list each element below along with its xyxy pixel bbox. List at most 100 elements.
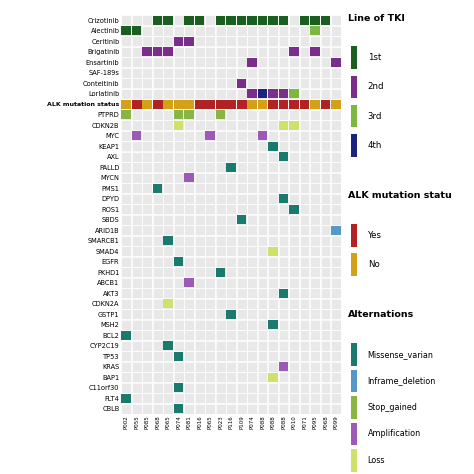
Bar	[268, 393, 278, 403]
Bar	[226, 110, 236, 120]
Text: Alternations: Alternations	[348, 310, 415, 319]
Bar	[290, 47, 299, 56]
Bar	[184, 173, 194, 182]
Bar	[310, 173, 320, 182]
Bar	[290, 205, 299, 214]
Bar	[310, 225, 320, 235]
Bar	[279, 15, 289, 25]
Bar	[121, 257, 131, 267]
Bar	[268, 383, 278, 392]
Bar	[142, 204, 152, 214]
Bar	[279, 100, 289, 109]
Bar	[132, 372, 142, 382]
Bar	[300, 141, 310, 151]
Bar	[132, 257, 142, 267]
Bar	[121, 393, 131, 403]
Bar	[216, 204, 226, 214]
Bar	[310, 89, 320, 99]
Bar	[164, 299, 173, 308]
Bar	[205, 215, 215, 225]
Bar	[173, 330, 183, 340]
Bar	[247, 78, 257, 88]
Bar	[153, 120, 163, 130]
Bar	[237, 309, 246, 319]
Bar	[247, 89, 257, 99]
Bar	[121, 131, 131, 141]
Bar	[132, 267, 142, 277]
Bar	[247, 299, 257, 309]
Bar	[132, 309, 142, 319]
Bar	[289, 236, 299, 246]
Bar	[300, 267, 310, 277]
Bar	[331, 299, 341, 309]
Bar	[331, 194, 341, 204]
Bar	[142, 246, 152, 256]
Bar	[279, 278, 289, 288]
Bar	[310, 26, 320, 36]
Bar	[121, 89, 131, 99]
Bar	[279, 215, 289, 225]
Bar	[237, 68, 246, 78]
Bar	[226, 141, 236, 151]
Bar	[258, 89, 267, 99]
Bar	[205, 26, 215, 36]
Bar	[268, 341, 278, 351]
Bar	[258, 26, 267, 36]
Bar	[320, 215, 330, 225]
Bar	[247, 246, 257, 256]
Bar	[121, 362, 131, 372]
Bar	[279, 141, 289, 151]
Bar	[258, 288, 267, 298]
Bar	[300, 131, 310, 141]
Bar	[195, 320, 204, 329]
Bar	[121, 120, 131, 130]
Bar	[289, 341, 299, 351]
Bar	[320, 47, 330, 57]
Bar	[121, 204, 131, 214]
Bar	[184, 57, 194, 67]
Bar	[121, 78, 131, 88]
Bar	[153, 194, 163, 204]
Bar	[351, 254, 357, 276]
Bar	[289, 120, 299, 130]
Bar	[268, 78, 278, 88]
Bar	[195, 288, 204, 298]
Bar	[237, 120, 246, 130]
Bar	[279, 152, 288, 161]
Bar	[258, 15, 267, 25]
Text: Yes: Yes	[368, 231, 382, 240]
Bar	[289, 100, 299, 109]
Bar	[132, 26, 141, 36]
Bar	[205, 173, 215, 182]
Bar	[300, 372, 310, 382]
Bar	[331, 351, 341, 361]
Bar	[226, 100, 236, 109]
Bar	[195, 267, 204, 277]
Bar	[320, 100, 330, 109]
Bar	[279, 173, 289, 182]
Bar	[310, 278, 320, 288]
Bar	[142, 309, 152, 319]
Bar	[164, 341, 173, 350]
Bar	[258, 351, 267, 361]
Bar	[320, 404, 330, 414]
Bar	[289, 372, 299, 382]
Bar	[300, 320, 310, 329]
Bar	[351, 449, 357, 472]
Bar	[331, 383, 341, 392]
Bar	[268, 246, 278, 256]
Bar	[300, 89, 310, 99]
Bar	[289, 393, 299, 403]
Bar	[320, 330, 330, 340]
Bar	[195, 15, 204, 25]
Bar	[132, 26, 142, 36]
Bar	[121, 393, 131, 403]
Bar	[121, 404, 131, 414]
Bar	[173, 100, 183, 109]
Bar	[279, 100, 289, 109]
Bar	[216, 393, 226, 403]
Bar	[258, 215, 267, 225]
Bar	[237, 236, 246, 246]
Bar	[142, 120, 152, 130]
Bar	[237, 372, 246, 382]
